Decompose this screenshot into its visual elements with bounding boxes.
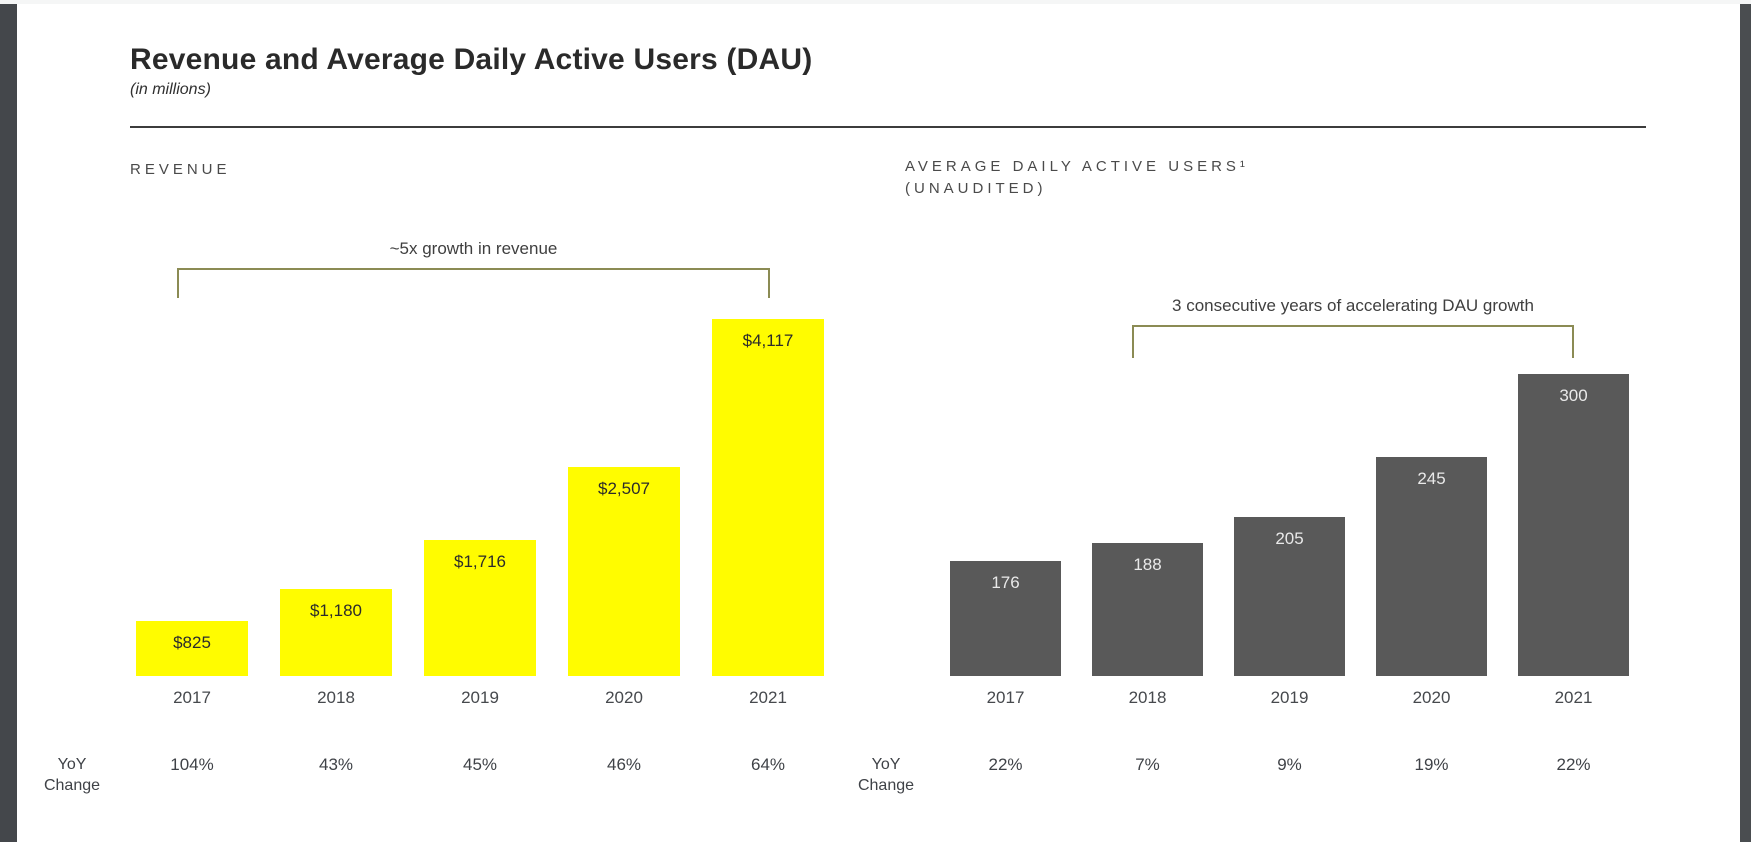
top-edge-strip <box>0 0 1751 4</box>
dau-yoy-change-2017: 22% <box>988 755 1023 774</box>
revenue-bar-2018: $1,180 <box>280 589 392 676</box>
left-edge-strip <box>0 4 17 842</box>
bracket-top-line <box>1132 325 1574 327</box>
dau-section-title: AVERAGE DAILY ACTIVE USERS¹ (UNAUDITED) <box>905 156 1249 200</box>
bracket-left-tick <box>177 268 179 298</box>
revenue-bar-value-2020: $2,507 <box>598 479 650 498</box>
revenue-bar-2019: $1,716 <box>424 540 536 676</box>
dau-bar-value-2019: 205 <box>1275 529 1304 548</box>
dau-year-label-2020: 2020 <box>1412 688 1451 707</box>
dau-bar-value-2020: 245 <box>1417 469 1446 488</box>
bracket-right-tick <box>768 268 770 298</box>
yoy-line1: YoY <box>57 756 87 773</box>
revenue-year-label-2021: 2021 <box>749 688 787 707</box>
revenue-yoy-change-label: YoY Change <box>22 754 122 796</box>
revenue-yoy-change-2021: 64% <box>750 755 786 774</box>
dau-bar-value-2017: 176 <box>991 573 1020 592</box>
dau-yoy-change-2020: 19% <box>1414 755 1449 774</box>
revenue-section-title: REVENUE <box>130 161 231 178</box>
dau-yoy-change-2019: 9% <box>1277 755 1302 774</box>
title-underline <box>130 126 1646 128</box>
dau-year-label-2021: 2021 <box>1554 688 1593 707</box>
revenue-bar-value-2021: $4,117 <box>742 331 794 350</box>
revenue-annotation-bracket <box>177 268 770 298</box>
revenue-year-label-2018: 2018 <box>317 688 355 707</box>
yoy-line2: Change <box>857 777 915 794</box>
revenue-yoy-change-2017: 104% <box>170 755 214 774</box>
yoy-line2: Change <box>43 777 101 794</box>
revenue-bar-2021: $4,117 <box>712 319 824 676</box>
dau-bar-2020: 245 <box>1376 457 1487 676</box>
dau-yoy-change-2021: 22% <box>1556 755 1591 774</box>
dau-year-label-2017: 2017 <box>986 688 1025 707</box>
page-subtitle: (in millions) <box>130 81 211 98</box>
revenue-year-label-2017: 2017 <box>173 688 211 707</box>
dau-bar-value-2018: 188 <box>1133 555 1162 574</box>
revenue-bar-value-2019: $1,716 <box>454 552 506 571</box>
dau-yoy-change-label: YoY Change <box>836 754 936 796</box>
dau-bar-2021: 300 <box>1518 374 1629 676</box>
dau-annotation-bracket <box>1132 325 1574 358</box>
revenue-annotation: ~5x growth in revenue <box>389 239 558 258</box>
revenue-yoy-change-2018: 43% <box>318 755 354 774</box>
dau-year-label-2019: 2019 <box>1270 688 1309 707</box>
dau-bar-2019: 205 <box>1234 517 1345 676</box>
revenue-year-label-2019: 2019 <box>461 688 499 707</box>
dau-section-title-line2: (UNAUDITED) <box>905 180 1047 197</box>
right-edge-strip <box>1740 4 1751 842</box>
revenue-bar-2017: $825 <box>136 621 248 676</box>
yoy-line1: YoY <box>871 756 901 773</box>
dau-yoy-change-2018: 7% <box>1135 755 1160 774</box>
revenue-bar-2020: $2,507 <box>568 467 680 676</box>
revenue-bar-value-2018: $1,180 <box>310 601 362 620</box>
bracket-top-line <box>177 268 770 270</box>
dau-year-label-2018: 2018 <box>1128 688 1167 707</box>
revenue-year-label-2020: 2020 <box>605 688 643 707</box>
revenue-yoy-change-2019: 45% <box>462 755 498 774</box>
dau-bar-value-2021: 300 <box>1559 386 1588 405</box>
dau-bar-2018: 188 <box>1092 543 1203 676</box>
dau-annotation: 3 consecutive years of accelerating DAU … <box>1172 296 1534 315</box>
page-title: Revenue and Average Daily Active Users (… <box>130 43 813 76</box>
bracket-left-tick <box>1132 325 1134 358</box>
revenue-bar-value-2017: $825 <box>173 633 211 652</box>
dau-bar-2017: 176 <box>950 561 1061 676</box>
dau-section-title-line1: AVERAGE DAILY ACTIVE USERS¹ <box>905 158 1249 175</box>
bracket-right-tick <box>1572 325 1574 358</box>
revenue-yoy-change-2020: 46% <box>606 755 642 774</box>
